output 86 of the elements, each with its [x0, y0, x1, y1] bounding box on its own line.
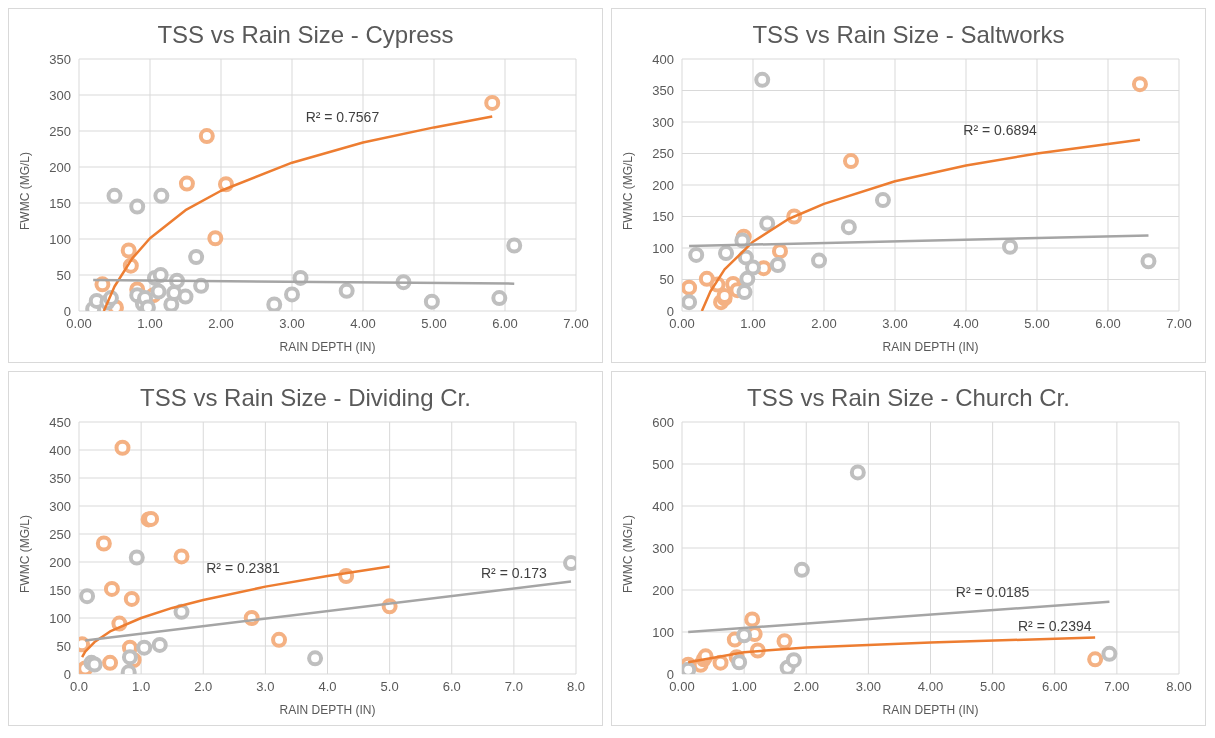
- y-tick-label: 300: [49, 498, 71, 514]
- x-tick-label: 8.00: [1166, 679, 1192, 695]
- x-tick-label: 8.0: [566, 679, 586, 695]
- y-tick-label: 200: [49, 554, 71, 570]
- x-tick-label: 2.0: [194, 679, 213, 695]
- y-axis-title: FWMC (MG/L): [621, 515, 636, 593]
- annotation: R² = 0.2381: [206, 560, 280, 577]
- x-tick-label: 1.00: [740, 316, 766, 332]
- x-axis-title: RAIN DEPTH (IN): [882, 703, 979, 717]
- x-tick-label: 3.00: [882, 316, 908, 332]
- y-tick-label: 100: [652, 624, 674, 640]
- y-tick-label: 400: [652, 498, 674, 514]
- y-tick-label: 300: [652, 114, 674, 130]
- y-tick-label: 100: [49, 610, 71, 626]
- y-tick-label: 0: [666, 666, 674, 682]
- x-axis-title: RAIN DEPTH (IN): [882, 340, 979, 354]
- x-tick-label: 4.0: [318, 679, 337, 695]
- y-tick-label: 300: [49, 87, 71, 103]
- y-tick-label: 50: [56, 267, 71, 283]
- y-tick-label: 300: [652, 540, 674, 556]
- x-tick-label: 4.00: [953, 316, 979, 332]
- x-tick-label: 6.00: [492, 316, 518, 332]
- x-tick-label: 3.0: [256, 679, 275, 695]
- chart-title: TSS vs Rain Size - Dividing Cr.: [140, 384, 471, 411]
- chart-title: TSS vs Rain Size - Cypress: [157, 21, 454, 48]
- y-tick-label: 50: [56, 638, 71, 654]
- x-tick-label: 2.00: [811, 316, 837, 332]
- y-tick-label: 0: [666, 303, 674, 319]
- x-tick-label: 7.00: [1166, 316, 1192, 332]
- y-tick-label: 250: [652, 146, 674, 162]
- x-tick-label: 7.0: [504, 679, 523, 695]
- chart-title: TSS vs Rain Size - Saltworks: [752, 21, 1065, 48]
- annotation: R² = 0.2394: [1017, 618, 1092, 635]
- y-axis-title: FWMC (MG/L): [18, 515, 33, 593]
- annotation: R² = 0.173: [480, 565, 547, 582]
- x-tick-label: 1.00: [137, 316, 163, 332]
- y-tick-label: 450: [49, 414, 71, 430]
- x-tick-label: 6.0: [442, 679, 461, 695]
- annotation: R² = 0.0185: [955, 584, 1030, 601]
- y-tick-label: 0: [63, 303, 71, 319]
- x-tick-label: 4.00: [350, 316, 376, 332]
- x-tick-label: 1.0: [132, 679, 151, 695]
- x-tick-label: 4.00: [917, 679, 944, 695]
- y-tick-label: 100: [49, 231, 71, 247]
- x-tick-label: 3.00: [855, 679, 882, 695]
- x-tick-label: 6.00: [1042, 679, 1068, 695]
- x-tick-label: 1.00: [731, 679, 757, 695]
- x-tick-label: 7.00: [1104, 679, 1130, 695]
- x-tick-label: 0.00: [669, 316, 695, 332]
- y-tick-label: 250: [49, 123, 71, 139]
- y-tick-label: 400: [652, 51, 674, 67]
- x-tick-label: 2.00: [793, 679, 819, 695]
- x-tick-label: 0.00: [669, 679, 695, 695]
- y-axis-title: FWMC (MG/L): [18, 152, 33, 230]
- y-tick-label: 350: [49, 51, 71, 67]
- y-tick-label: 0: [63, 666, 71, 682]
- x-tick-label: 5.0: [380, 679, 399, 695]
- y-tick-label: 100: [652, 240, 674, 256]
- y-tick-label: 600: [652, 414, 674, 430]
- y-tick-label: 200: [652, 582, 674, 598]
- y-axis-title: FWMC (MG/L): [621, 152, 636, 230]
- y-tick-label: 200: [49, 159, 71, 175]
- y-tick-label: 500: [652, 456, 674, 472]
- x-tick-label: 0.00: [66, 316, 92, 332]
- x-axis-title: RAIN DEPTH (IN): [279, 703, 376, 717]
- y-tick-label: 200: [652, 177, 674, 193]
- y-tick-label: 350: [49, 470, 71, 486]
- x-tick-label: 0.0: [69, 679, 89, 695]
- x-tick-label: 5.00: [421, 316, 447, 332]
- y-tick-label: 350: [652, 83, 674, 99]
- annotation: R² = 0.6894: [963, 121, 1037, 138]
- x-tick-label: 2.00: [208, 316, 234, 332]
- x-tick-label: 3.00: [279, 316, 305, 332]
- x-tick-label: 5.00: [979, 679, 1006, 695]
- y-tick-label: 150: [49, 195, 71, 211]
- annotation: R² = 0.7567: [305, 108, 380, 125]
- x-tick-label: 6.00: [1095, 316, 1121, 332]
- y-tick-label: 50: [659, 272, 674, 288]
- y-tick-label: 150: [652, 209, 674, 225]
- y-tick-label: 400: [49, 442, 71, 458]
- x-tick-label: 7.00: [563, 316, 589, 332]
- x-axis-title: RAIN DEPTH (IN): [279, 340, 376, 354]
- chart-title: TSS vs Rain Size - Church Cr.: [747, 384, 1070, 411]
- x-tick-label: 5.00: [1024, 316, 1050, 332]
- y-tick-label: 150: [49, 582, 71, 598]
- y-tick-label: 250: [49, 526, 71, 542]
